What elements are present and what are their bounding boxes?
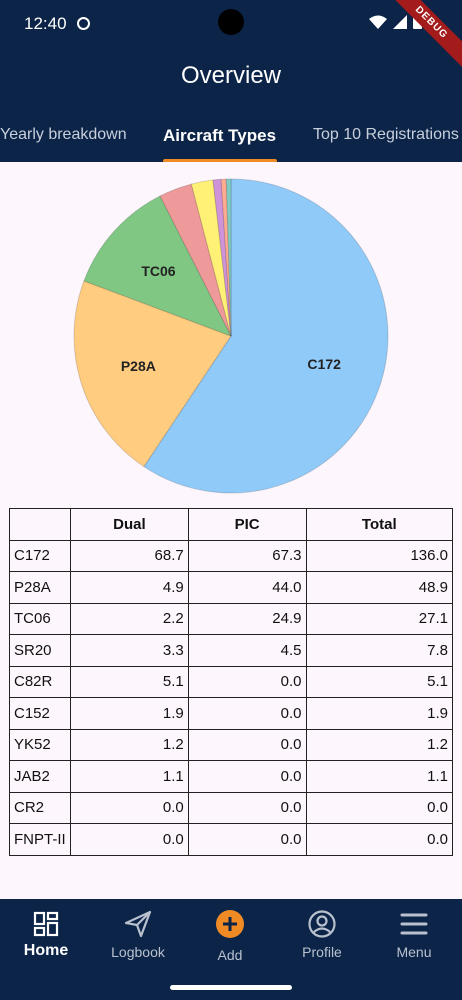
pie-chart-svg: C172 P28A TC06 xyxy=(73,178,389,494)
table-row: P28A 4.9 44.0 48.9 xyxy=(9,571,453,604)
tab-aircraft-types[interactable]: Aircraft Types xyxy=(163,126,277,145)
table-row: C82R 5.1 0.0 5.1 xyxy=(9,665,453,698)
table-cell-value: 1.2 xyxy=(305,728,453,761)
table-cell-value: 0.0 xyxy=(187,665,307,698)
table-cell-aircraft-type: C152 xyxy=(9,697,71,730)
notification-icon xyxy=(77,17,90,30)
table-cell-aircraft-type: TC06 xyxy=(9,602,71,635)
nav-label-logbook: Logbook xyxy=(111,944,165,960)
status-bar: 12:40 DEBUG xyxy=(0,0,462,76)
table-cell-aircraft-type: FNPT-II xyxy=(9,823,71,856)
table-cell-value: 0.0 xyxy=(70,791,189,824)
signal-icon xyxy=(393,14,407,29)
pie-slice-jab2 xyxy=(225,178,232,337)
page-title: Overview xyxy=(180,62,282,89)
table-cell-value: 4.5 xyxy=(187,634,307,667)
table-cell-value: 2.2 xyxy=(70,602,189,635)
table-header-cell: Dual xyxy=(70,508,189,541)
table-cell-aircraft-type: C172 xyxy=(9,539,71,572)
nav-label-add: Add xyxy=(217,947,243,963)
table-cell-value: 136.0 xyxy=(305,539,453,572)
pie-slice-tc06 xyxy=(83,195,233,337)
top-app-bar: 12:40 DEBUG Overview Yearly breakdown Ai… xyxy=(0,0,462,162)
nav-item-profile[interactable]: Profile xyxy=(276,899,368,973)
table-cell-value: 3.3 xyxy=(70,634,189,667)
table-cell-value: 68.7 xyxy=(70,539,189,572)
table-cell-value: 0.0 xyxy=(187,760,307,793)
table-row: CR2 0.0 0.0 0.0 xyxy=(9,791,453,824)
send-icon xyxy=(124,910,152,938)
pie-label-tc06: TC06 xyxy=(141,263,175,279)
bottom-navigation: Home Logbook Add Profile Menu xyxy=(0,899,462,1000)
aircraft-types-pie-chart: C172 P28A TC06 xyxy=(0,162,462,507)
nav-label-profile: Profile xyxy=(302,944,342,960)
table-row: FNPT-II 0.0 0.0 0.0 xyxy=(9,823,453,856)
nav-item-menu[interactable]: Menu xyxy=(368,899,460,973)
table-cell-value: 0.0 xyxy=(70,823,189,856)
table-cell-value: 27.1 xyxy=(305,602,453,635)
pie-slice-p28a xyxy=(73,280,232,468)
table-cell-value: 1.1 xyxy=(70,760,189,793)
table-cell-value: 1.9 xyxy=(70,697,189,730)
table-cell-value: 4.9 xyxy=(70,571,189,604)
nav-label-menu: Menu xyxy=(396,944,432,960)
table-row: C172 68.7 67.3 136.0 xyxy=(9,539,453,572)
table-cell-value: 1.1 xyxy=(305,760,453,793)
table-cell-aircraft-type: C82R xyxy=(9,665,71,698)
table-cell-value: 48.9 xyxy=(305,571,453,604)
add-circle-icon xyxy=(216,910,244,938)
table-cell-aircraft-type: P28A xyxy=(9,571,71,604)
nav-item-home[interactable]: Home xyxy=(0,899,92,973)
aircraft-types-table: Dual PIC Total C172 68.7 67.3 136.0 P28A 4.9 4… xyxy=(9,508,453,856)
table-cell-value: 0.0 xyxy=(187,823,307,856)
table-row: C152 1.9 0.0 1.9 xyxy=(9,697,453,730)
table-cell-value: 1.9 xyxy=(305,697,453,730)
pie-label-p28a: P28A xyxy=(121,358,156,374)
menu-icon xyxy=(400,913,428,935)
tab-indicator xyxy=(163,159,277,162)
table-cell-aircraft-type: JAB2 xyxy=(9,760,71,793)
camera-cutout xyxy=(218,9,244,35)
table-cell-value: 1.2 xyxy=(70,728,189,761)
account-circle-icon xyxy=(308,910,336,938)
table-cell-value: 67.3 xyxy=(187,539,307,572)
status-time: 12:40 xyxy=(24,14,67,33)
tab-bar: Yearly breakdown Aircraft Types Top 10 R… xyxy=(0,118,462,162)
pie-slice-c82r xyxy=(190,179,232,337)
table-cell-value: 24.9 xyxy=(187,602,307,635)
pie-slice-c172 xyxy=(143,178,389,494)
table-cell-value: 44.0 xyxy=(187,571,307,604)
table-header-cell: Total xyxy=(305,508,453,541)
table-header-cell: PIC xyxy=(187,508,307,541)
table-cell-aircraft-type: SR20 xyxy=(9,634,71,667)
table-row: TC06 2.2 24.9 27.1 xyxy=(9,602,453,635)
table-row: SR20 3.3 4.5 7.8 xyxy=(9,634,453,667)
table-cell-aircraft-type: YK52 xyxy=(9,728,71,761)
table-cell-aircraft-type: CR2 xyxy=(9,791,71,824)
table-cell-value: 7.8 xyxy=(305,634,453,667)
table-cell-value: 5.1 xyxy=(305,665,453,698)
gesture-bar xyxy=(170,985,292,990)
tab-top-10-registrations[interactable]: Top 10 Registrations xyxy=(313,126,459,143)
table-header-cell xyxy=(9,508,71,541)
table-cell-value: 0.0 xyxy=(187,728,307,761)
nav-item-add[interactable]: Add xyxy=(184,899,276,973)
pie-slice-yk52 xyxy=(220,178,232,337)
pie-label-c172: C172 xyxy=(307,356,341,372)
table-cell-value: 5.1 xyxy=(70,665,189,698)
dashboard-icon xyxy=(33,911,59,937)
pie-slice-c152 xyxy=(212,178,232,337)
table-cell-value: 0.0 xyxy=(187,791,307,824)
table-row: YK52 1.2 0.0 1.2 xyxy=(9,728,453,761)
pie-slice-sr20 xyxy=(159,183,232,337)
nav-label-home: Home xyxy=(23,942,69,959)
table-cell-value: 0.0 xyxy=(305,791,453,824)
table-row: JAB2 1.1 0.0 1.1 xyxy=(9,760,453,793)
table-cell-value: 0.0 xyxy=(187,697,307,730)
table-cell-value: 0.0 xyxy=(305,823,453,856)
table-header-row: Dual PIC Total xyxy=(9,508,453,541)
tab-yearly-breakdown[interactable]: Yearly breakdown xyxy=(0,126,127,143)
wifi-icon xyxy=(369,15,387,29)
nav-item-logbook[interactable]: Logbook xyxy=(92,899,184,973)
